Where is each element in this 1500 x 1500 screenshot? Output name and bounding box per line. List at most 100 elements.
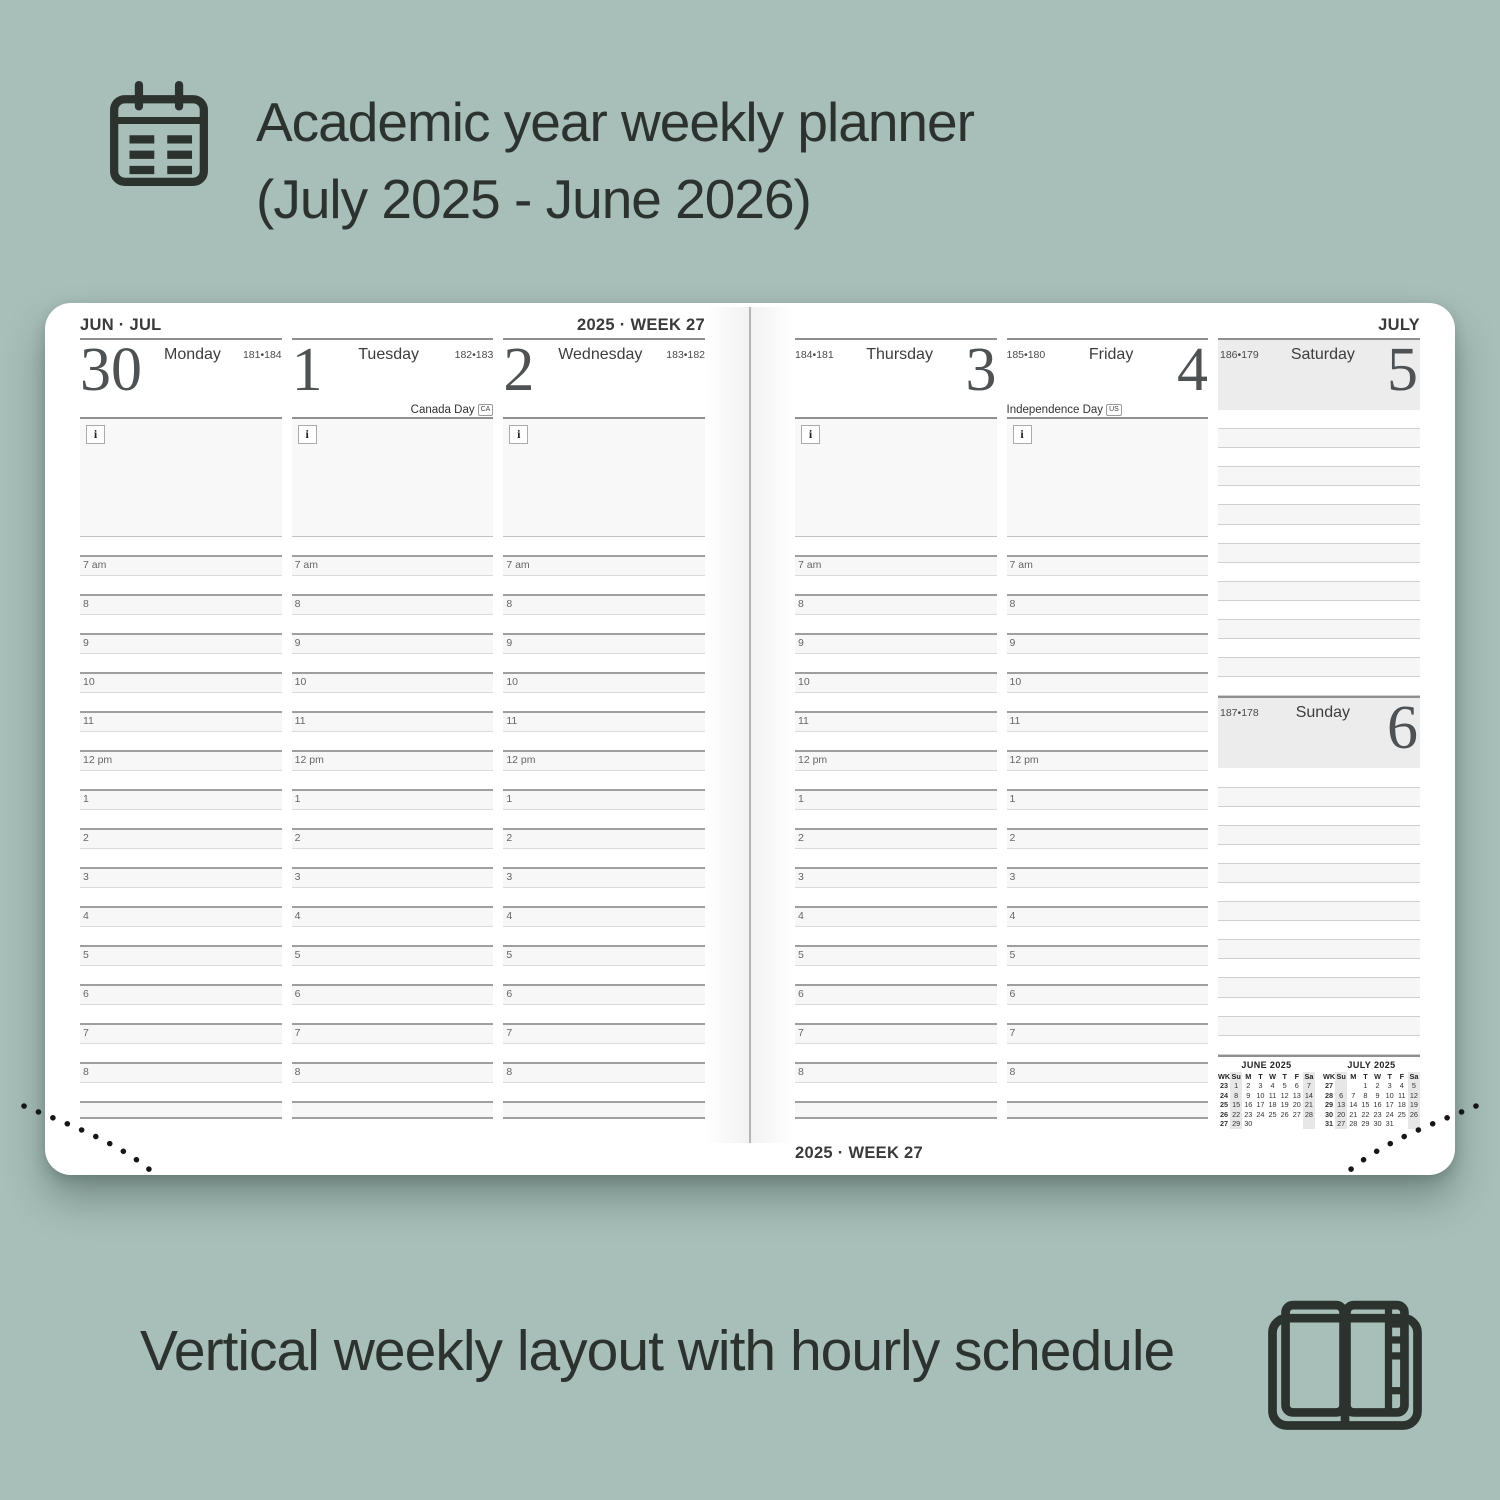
- hour-row: 3: [795, 867, 997, 888]
- hour-row: 5: [80, 945, 282, 966]
- half-hour-row: [1006, 888, 1208, 906]
- hour-row: 7 am: [503, 555, 705, 576]
- notes-box: i: [795, 417, 997, 537]
- hour-row: 7: [80, 1023, 282, 1044]
- hour-row: 8: [503, 1062, 705, 1083]
- planner-spread: JUN · JUL 2025 · WEEK 27 JULY 30 Monday …: [45, 303, 1455, 1175]
- hour-row: [291, 1101, 494, 1117]
- hour-row: 1: [1006, 789, 1208, 810]
- day-name: Monday: [164, 346, 221, 363]
- day-name: Saturday: [1290, 346, 1355, 363]
- ruled-line: [1218, 940, 1420, 960]
- half-hour-row: [503, 693, 705, 711]
- spacer: [503, 537, 705, 555]
- ruled-line: [1218, 658, 1420, 678]
- page-title: Academic year weekly planner (July 2025 …: [256, 84, 975, 238]
- half-hour-row: [795, 888, 997, 906]
- right-page-columns: 184•181 Thursday 3 i 7 am 8 9 10 11 12 pm 1 2 3 4…: [795, 338, 1420, 1129]
- mini-calendar-table: WK Su M T W T F Sa 23 1 2 3 4 5 6 7 24 8 9 10 11 12 13 14 25 15 16…: [1218, 1071, 1315, 1129]
- half-hour-row: [503, 1005, 705, 1023]
- day-name: Thursday: [866, 346, 933, 363]
- notes-box: i: [503, 417, 705, 537]
- half-hour-row: [1006, 654, 1208, 672]
- hour-row: 8: [1006, 594, 1208, 615]
- day-number: 6: [1387, 694, 1418, 763]
- hour-row: 12 pm: [291, 750, 494, 771]
- hour-row: 6: [80, 984, 282, 1005]
- hour-row: 7 am: [1006, 555, 1208, 576]
- day-header: 184•181 Thursday 3: [795, 338, 997, 402]
- hour-row: [795, 1101, 997, 1117]
- ruled-line: [1218, 486, 1420, 506]
- hour-row: 8: [795, 594, 997, 615]
- hour-row: 12 pm: [795, 750, 997, 771]
- hour-row: 5: [291, 945, 494, 966]
- hour-row: 1: [795, 789, 997, 810]
- half-hour-row: [795, 810, 997, 828]
- half-hour-row: [795, 732, 997, 750]
- half-hour-row: [80, 1005, 282, 1023]
- half-hour-row: [291, 693, 494, 711]
- ruled-line: [1218, 505, 1420, 525]
- day-header: 185•180 Friday 4: [1006, 338, 1208, 402]
- hour-row: 11: [795, 711, 997, 732]
- hour-row: 6: [1006, 984, 1208, 1005]
- half-hour-row: [503, 576, 705, 594]
- hour-row: 1: [80, 789, 282, 810]
- ruled-line: [1218, 677, 1420, 697]
- day-number: 30: [80, 336, 142, 404]
- half-hour-row: [291, 810, 494, 828]
- calendar-icon: [110, 80, 208, 186]
- spine-divider: [749, 307, 751, 1143]
- day-ordinal: 185•180: [1006, 349, 1046, 361]
- ruled-line: [1218, 581, 1420, 601]
- half-hour-row: [291, 576, 494, 594]
- month-label: JUN · JUL: [80, 316, 162, 334]
- hour-row: 2: [291, 828, 494, 849]
- mini-calendar-row: 28 6 7 8 9 10 11 12: [1325, 1090, 1420, 1101]
- half-hour-row: [1006, 966, 1208, 984]
- hour-row: 8: [795, 1062, 997, 1083]
- half-hour-row: [503, 615, 705, 633]
- hour-row: 12 pm: [80, 750, 282, 771]
- hour-row: [503, 1101, 705, 1117]
- ruled-line: [1218, 563, 1420, 582]
- notes-box: i: [80, 417, 282, 537]
- sunday-box: 187•178 Sunday 6: [1218, 694, 1420, 769]
- half-hour-row: [80, 654, 282, 672]
- day-col-wednesday: 2 Wednesday 183•182 i 7 am 8 9 10 11 12 pm 1 2 3…: [503, 338, 705, 1119]
- half-hour-row: [291, 654, 494, 672]
- hour-row: 6: [503, 984, 705, 1005]
- info-icon: i: [509, 425, 529, 444]
- hour-row: 9: [291, 633, 494, 654]
- holiday-country-badge: CA: [477, 403, 494, 416]
- mini-calendar-table: WK Su M T W T F Sa 27 1 2 3 4 5 28 6 7 8 9 10 11 12 29 13 14 15 16…: [1323, 1071, 1420, 1129]
- half-hour-row: [795, 576, 997, 594]
- right-page-header: JULY: [795, 316, 1420, 335]
- ruled-line: [1218, 525, 1420, 544]
- hour-row: 9: [80, 633, 282, 654]
- half-hour-row: [503, 654, 705, 672]
- half-hour-row: [80, 693, 282, 711]
- hour-row: 7 am: [795, 555, 997, 576]
- mini-calendar-row: 29 13 14 15 16 17 18 19: [1325, 1100, 1420, 1110]
- hour-row: 2: [795, 828, 997, 849]
- half-hour-row: [80, 849, 282, 867]
- hour-row: 10: [80, 672, 282, 693]
- hour-row: 10: [1006, 672, 1208, 693]
- half-hour-row: [80, 966, 282, 984]
- hour-row: 11: [1006, 711, 1208, 732]
- mini-calendar-row: 31 27 28 29 30 31: [1323, 1119, 1420, 1129]
- day-ordinal: 184•181: [795, 349, 834, 361]
- half-hour-row: [1006, 693, 1208, 711]
- hour-row: 2: [503, 828, 705, 849]
- mini-calendars: JUNE 2025 WK Su M T W T F Sa 23 1 2 3 4 5 6 7 24 8 9 10 11 12 1…: [1218, 1054, 1420, 1129]
- notes-box: i: [291, 417, 494, 537]
- half-hour-row: [291, 888, 494, 906]
- hour-row: 2: [1006, 828, 1208, 849]
- spacer: [795, 537, 997, 555]
- hour-row: 12 pm: [1006, 750, 1208, 771]
- half-hour-row: [1006, 732, 1208, 750]
- hour-row: 10: [503, 672, 705, 693]
- half-hour-row: [1006, 1083, 1208, 1101]
